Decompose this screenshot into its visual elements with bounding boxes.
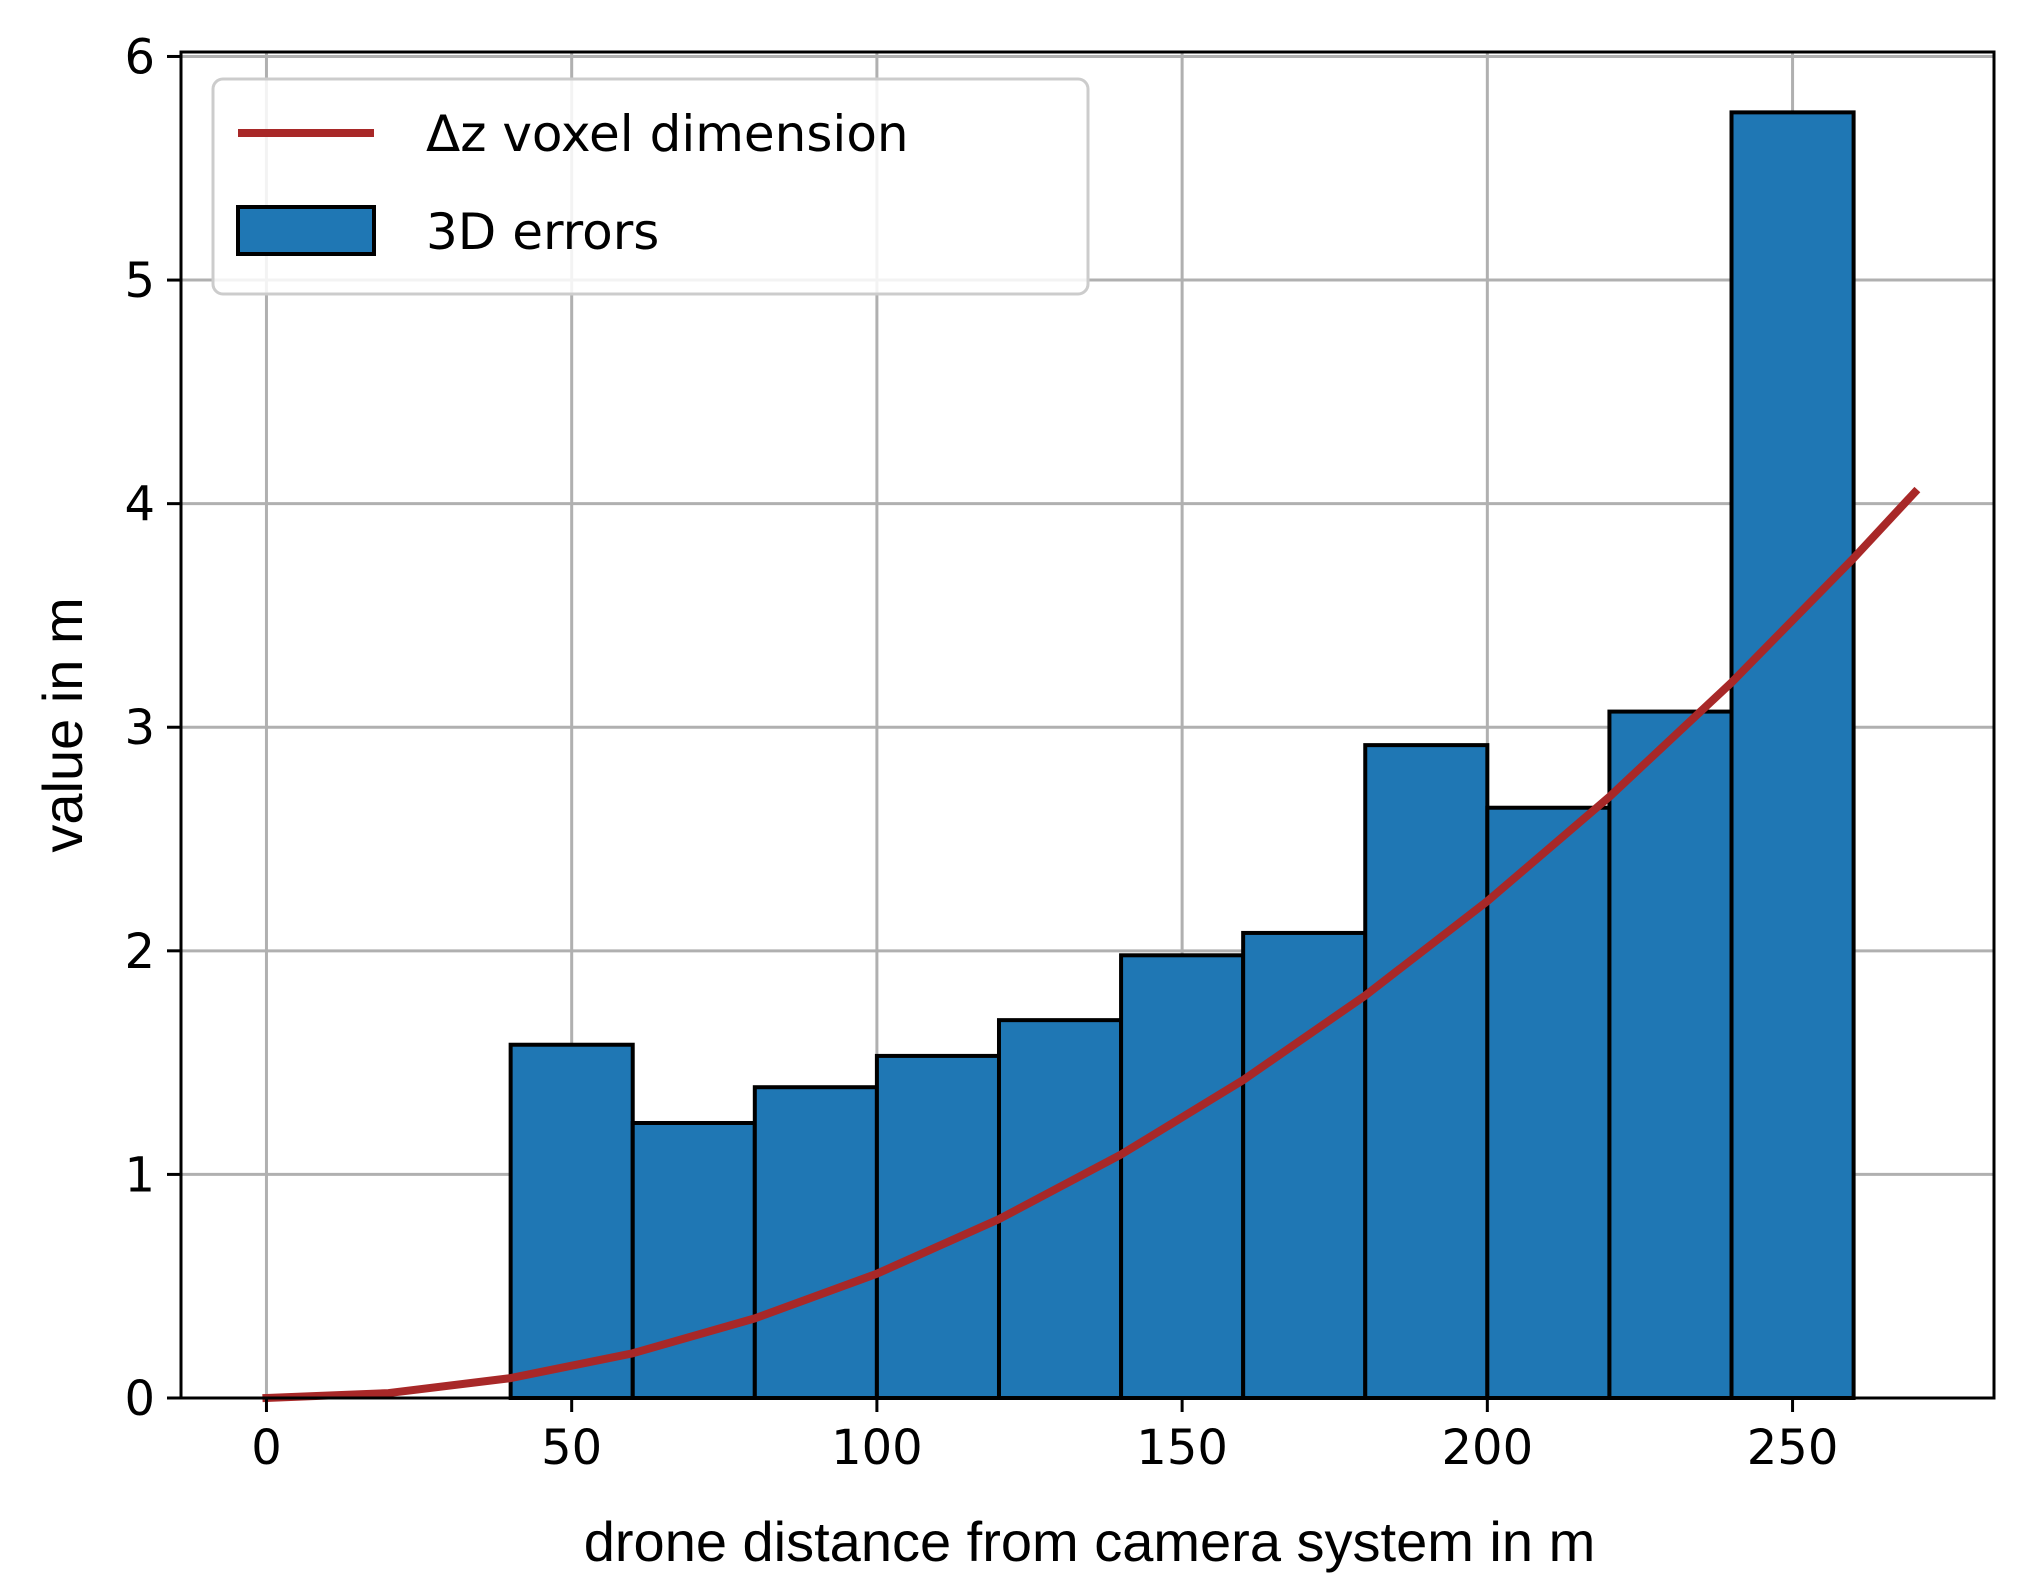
histogram-bar bbox=[1485, 805, 1612, 1400]
histogram-bar bbox=[1241, 930, 1368, 1400]
x-axis-label: drone distance from camera system in m bbox=[584, 1510, 1595, 1573]
y-tick-label: 4 bbox=[124, 477, 155, 533]
y-tick-label: 0 bbox=[124, 1371, 155, 1427]
y-axis-label: value in m bbox=[31, 597, 94, 852]
histogram-bar bbox=[1119, 953, 1246, 1400]
histogram-bar bbox=[508, 1042, 635, 1401]
curve-layer bbox=[262, 486, 1921, 1403]
y-tick-label: 2 bbox=[124, 924, 155, 980]
x-tick-label: 0 bbox=[251, 1420, 282, 1476]
x-tick-label: 150 bbox=[1136, 1420, 1228, 1476]
x-tick-label: 100 bbox=[831, 1420, 923, 1476]
histogram-bar bbox=[630, 1120, 757, 1400]
histogram-bar bbox=[752, 1085, 879, 1401]
y-tick-label: 3 bbox=[124, 700, 155, 756]
y-tick-label: 1 bbox=[124, 1147, 155, 1203]
voxel-dimension-curve bbox=[262, 486, 1921, 1403]
axis-ticks: 0 50 100 150 200 250 0 1 2 3 4 5 6 bbox=[124, 29, 1838, 1476]
legend: Δz voxel dimension 3D errors bbox=[211, 77, 1090, 296]
plot-frame bbox=[179, 50, 1996, 1400]
histogram-bar bbox=[1607, 709, 1734, 1400]
histogram-bar bbox=[1729, 110, 1856, 1400]
legend-bar-swatch bbox=[236, 205, 376, 256]
legend-bar-label: 3D errors bbox=[426, 203, 659, 261]
histogram-bars bbox=[508, 110, 1856, 1401]
legend-box bbox=[211, 77, 1090, 296]
y-tick-label: 6 bbox=[124, 29, 155, 85]
x-tick-label: 250 bbox=[1747, 1420, 1839, 1476]
x-tick-label: 50 bbox=[541, 1420, 602, 1476]
x-tick-label: 200 bbox=[1442, 1420, 1534, 1476]
legend-line-label: Δz voxel dimension bbox=[426, 105, 909, 163]
y-tick-label: 5 bbox=[124, 253, 155, 309]
histogram-bar bbox=[1363, 743, 1490, 1400]
